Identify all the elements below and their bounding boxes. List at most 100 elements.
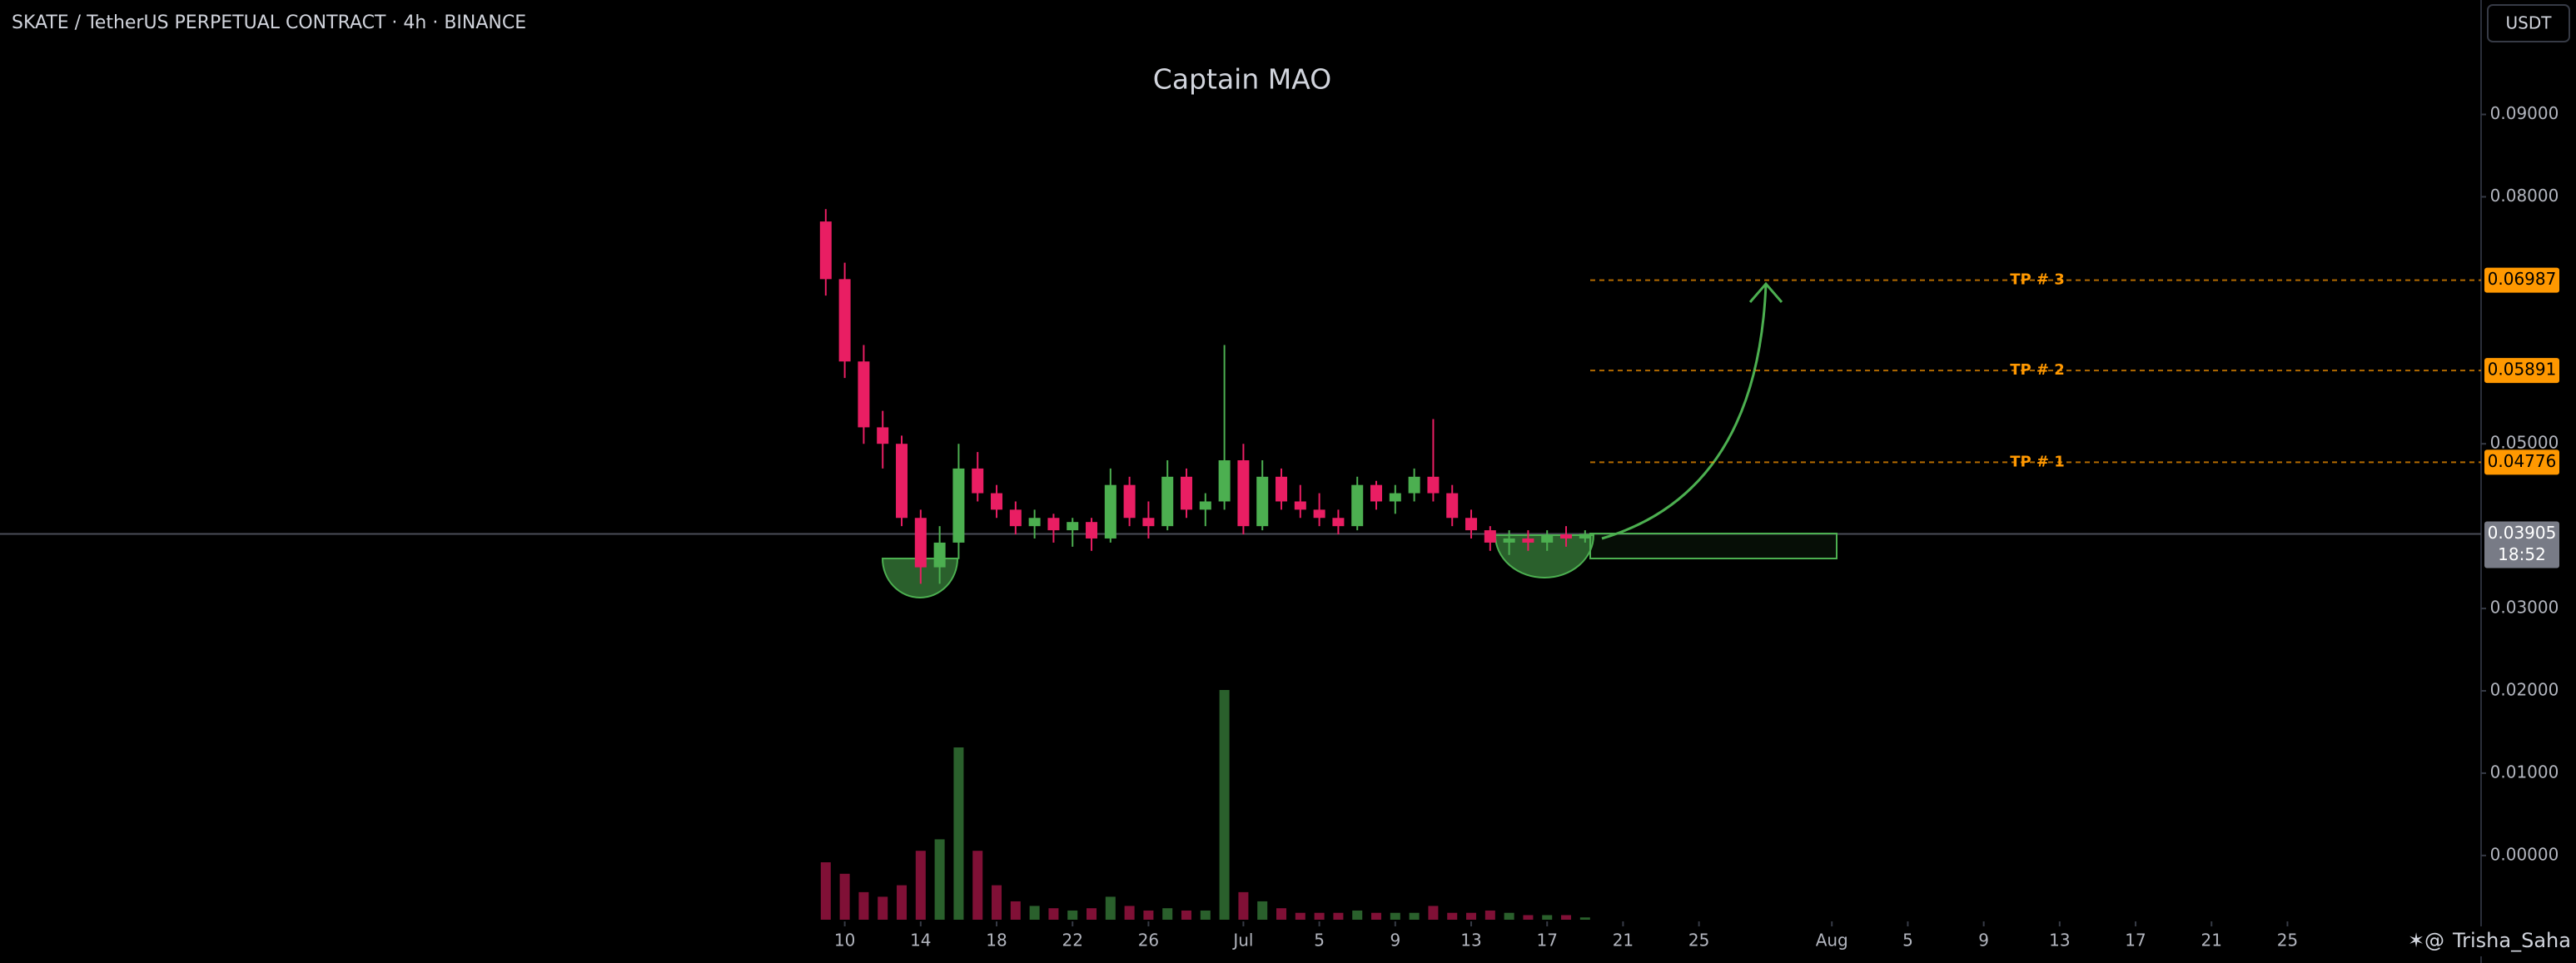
candle-body — [1351, 484, 1364, 527]
x-tick-label: 26 — [1138, 931, 1159, 951]
candle-body — [1123, 484, 1136, 519]
volume-bar — [1219, 690, 1230, 920]
volume-bar — [1314, 912, 1325, 920]
last-price-label: 0.03905 — [2488, 523, 2557, 543]
symbol-header: SKATE / TetherUS PERPETUAL CONTRACT · 4h… — [12, 12, 526, 33]
candle-body — [1294, 501, 1306, 510]
x-tick-label: Aug — [1816, 931, 1848, 951]
volume-bar — [897, 885, 908, 920]
volume-bar — [820, 862, 831, 920]
volume-bar — [1181, 910, 1192, 920]
candle-body — [1389, 493, 1401, 502]
volume-bar — [915, 851, 926, 920]
volume-bar — [1428, 906, 1439, 920]
candle-body — [1560, 534, 1573, 539]
tp-price-label: 0.04776 — [2488, 451, 2557, 471]
x-tick-label: 14 — [910, 931, 931, 951]
candle-body — [1142, 518, 1155, 527]
volume-bar — [1371, 912, 1382, 920]
candle-body — [933, 542, 946, 568]
x-tick-label: 5 — [1314, 931, 1325, 951]
candle-body — [991, 493, 1003, 510]
candle-body — [1218, 459, 1231, 502]
volume-bar — [1504, 912, 1514, 920]
projection-arrow — [1601, 283, 1768, 540]
candle-body — [972, 468, 984, 494]
candle-body — [1161, 476, 1174, 527]
volume-bar — [1143, 910, 1154, 920]
candle-body — [1009, 509, 1022, 527]
volume-bar — [1087, 908, 1097, 920]
volume-bar — [1238, 891, 1249, 920]
candle-body — [896, 444, 908, 519]
candle-body — [1313, 509, 1325, 519]
candle-body — [1579, 534, 1591, 539]
volume-bar — [1447, 912, 1458, 920]
candle-body — [1446, 493, 1459, 519]
volume-bar — [972, 851, 983, 920]
y-tick-label: 0.09000 — [2490, 103, 2559, 123]
candle-body — [1237, 459, 1250, 527]
x-tick-label: 10 — [834, 931, 855, 951]
y-tick-label: 0.01000 — [2490, 762, 2559, 782]
volume-bar — [1162, 908, 1173, 920]
x-tick-label: Jul — [1231, 931, 1253, 951]
candle-body — [1104, 484, 1116, 539]
x-tick-label: 18 — [986, 931, 1007, 951]
y-tick-label: 0.03000 — [2490, 598, 2559, 618]
volume-bar — [934, 839, 945, 920]
watermark-bg — [2403, 926, 2576, 956]
volume-bar — [1484, 910, 1495, 920]
candle-body — [858, 361, 870, 428]
volume-bar — [858, 891, 869, 920]
candle-body — [838, 279, 851, 362]
candle-body — [1028, 518, 1041, 527]
y-tick-label: 0.02000 — [2490, 679, 2559, 699]
candle-body — [914, 518, 927, 568]
volume-bar — [1542, 915, 1553, 920]
volume-bar — [992, 885, 1002, 920]
volume-bar — [1409, 912, 1420, 920]
candle-body — [1465, 518, 1478, 531]
x-tick-label: 17 — [2125, 931, 2146, 951]
candle-body — [1199, 501, 1211, 510]
volume-bar — [1523, 915, 1534, 920]
candle-body — [819, 221, 832, 280]
x-tick-label: 21 — [2201, 931, 2222, 951]
x-tick-label: 13 — [1460, 931, 1481, 951]
candle-body — [1522, 538, 1534, 543]
x-tick-label: 9 — [1390, 931, 1400, 951]
projection-arrowhead — [1748, 281, 1783, 303]
candle-body — [1370, 484, 1383, 502]
volume-bar — [878, 896, 888, 920]
chart-title: Captain MAO — [1153, 63, 1331, 96]
x-tick-label: 21 — [1613, 931, 1634, 951]
x-tick-label: 5 — [1902, 931, 1913, 951]
x-tick-label: 25 — [1688, 931, 1709, 951]
x-tick-label: 22 — [1062, 931, 1082, 951]
volume-bar — [953, 747, 964, 920]
volume-bar — [1067, 910, 1078, 920]
currency-button[interactable] — [2487, 4, 2570, 42]
tp-label: TP # 2 — [2010, 361, 2065, 379]
candle-body — [1276, 476, 1288, 502]
currency-label[interactable]: USDT — [2506, 13, 2553, 33]
x-tick-label: 25 — [2277, 931, 2298, 951]
volume-bar — [839, 873, 850, 920]
volume-bar — [1352, 910, 1363, 920]
volume-bar — [1010, 901, 1021, 920]
volume-bar — [1466, 912, 1477, 920]
candle-body — [1181, 476, 1193, 510]
tp-price-tag — [2484, 358, 2559, 384]
volume-bar — [1295, 912, 1305, 920]
candle-body — [1484, 530, 1496, 543]
volume-bar — [1105, 896, 1116, 920]
volume-bar — [1029, 906, 1040, 920]
candle-body — [1086, 522, 1098, 539]
y-tick-label: 0.00000 — [2490, 844, 2559, 864]
tp-price-label: 0.05891 — [2488, 360, 2557, 380]
watermark: Trisha_Saha — [2452, 929, 2571, 952]
x-tick-label: 17 — [1536, 931, 1557, 951]
volume-bar — [1048, 908, 1059, 920]
